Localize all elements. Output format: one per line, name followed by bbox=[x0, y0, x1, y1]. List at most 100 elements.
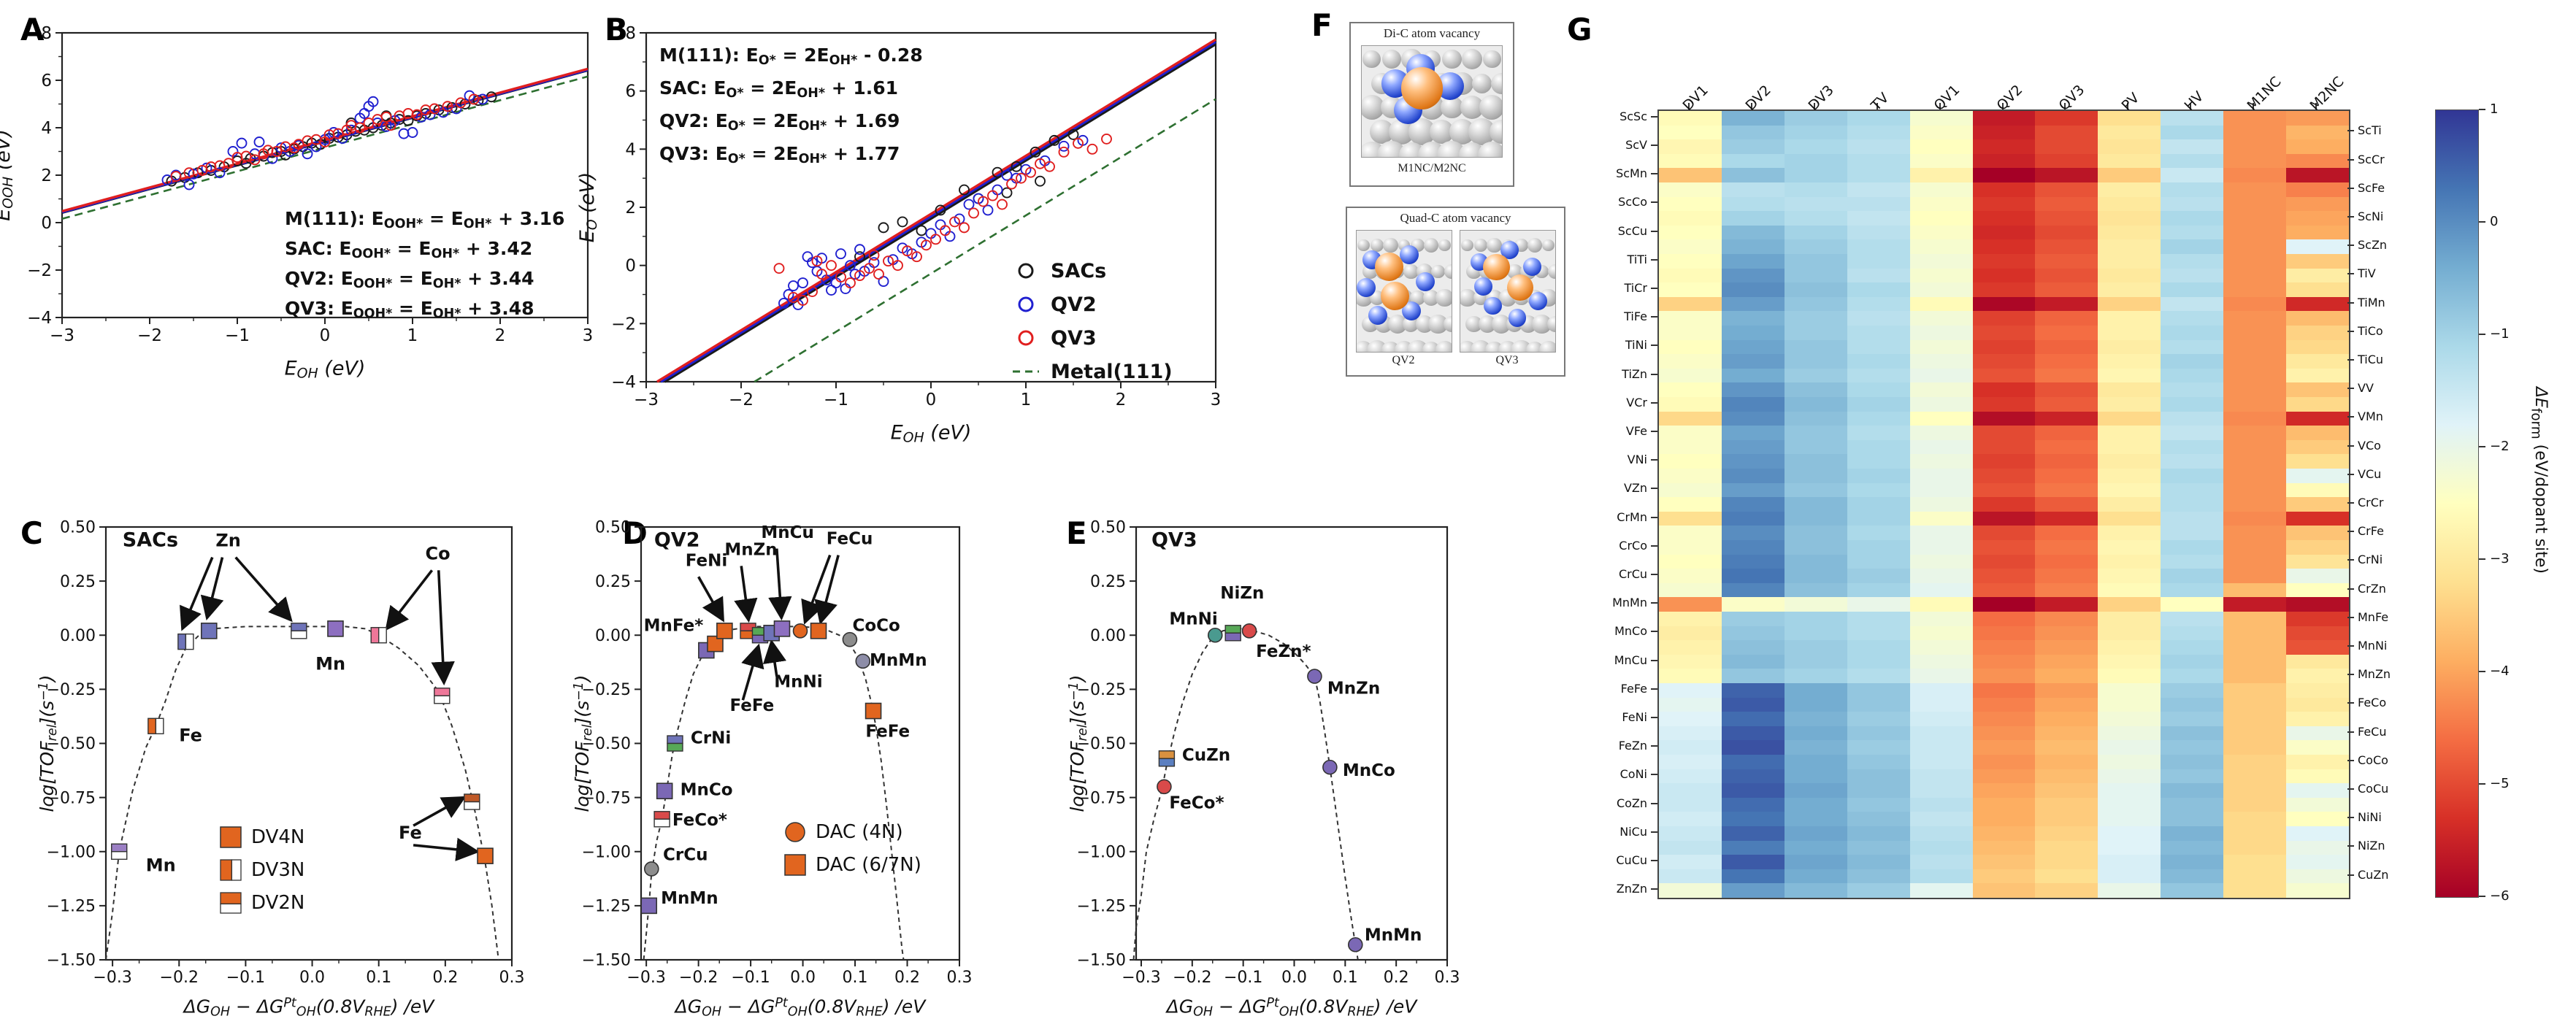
heatmap-cell bbox=[1847, 139, 1910, 154]
svg-text:FeNi: FeNi bbox=[686, 551, 728, 570]
heatmap-col-tick bbox=[1687, 103, 1690, 109]
panel-letter-f: F bbox=[1311, 7, 1333, 43]
svg-text:M(111): EO* = 2EOH* - 0.28: M(111): EO* = 2EOH* - 0.28 bbox=[659, 45, 923, 68]
atom bbox=[1380, 282, 1409, 311]
heatmap-cell bbox=[1909, 411, 1973, 426]
heatmap-row-label: CoZn bbox=[1616, 796, 1647, 810]
heatmap-cell bbox=[1972, 883, 2036, 898]
heatmap-cell bbox=[2223, 669, 2287, 683]
heatmap-row-label: MnFe bbox=[2358, 609, 2389, 624]
heatmap-row-label: VMn bbox=[2358, 409, 2383, 424]
heatmap-cell bbox=[1972, 740, 2036, 755]
heatmap-cell bbox=[1659, 755, 1722, 769]
heatmap-cell bbox=[2286, 211, 2349, 226]
heatmap-cell bbox=[2098, 311, 2161, 326]
heatmap-cell bbox=[2223, 326, 2287, 340]
heatmap-cell bbox=[1847, 497, 1910, 512]
heatmap-cell bbox=[1721, 426, 1785, 440]
heatmap-cell bbox=[1721, 582, 1785, 598]
panel-B: −3 −2 −1 0 1 2 3 −4 −2 0 2 4 6 8 EOH (eV) EO (eV) M(111)… bbox=[576, 24, 1221, 445]
heatmap-cell bbox=[1659, 482, 1722, 498]
heatmap-cell bbox=[1721, 211, 1785, 226]
heatmap-cell bbox=[1659, 683, 1722, 698]
heatmap-cell bbox=[1909, 797, 1973, 812]
heatmap-cell bbox=[2035, 225, 2098, 240]
heatmap-cell bbox=[1784, 168, 1847, 182]
heatmap-cell bbox=[2223, 254, 2287, 269]
heatmap-cell bbox=[2161, 755, 2224, 769]
heatmap-cell bbox=[1784, 511, 1847, 526]
A-axes: −3 −2 −1 0 1 2 3 −4 −2 0 2 4 6 8 bbox=[27, 24, 593, 345]
heatmap-col-tick bbox=[2315, 103, 2318, 109]
heatmap-cell bbox=[1721, 840, 1785, 855]
svg-text:DV4N: DV4N bbox=[251, 826, 304, 848]
heatmap-cell bbox=[1721, 254, 1785, 269]
heatmap-cell bbox=[1847, 411, 1910, 426]
heatmap-row-tick bbox=[2347, 187, 2354, 189]
heatmap-cell bbox=[1847, 111, 1910, 126]
heatmap-cell bbox=[1659, 840, 1722, 855]
heatmap-cell bbox=[1847, 554, 1910, 569]
heatmap-cell bbox=[2286, 883, 2349, 898]
heatmap-cell bbox=[2161, 282, 2224, 297]
heatmap-cell bbox=[1847, 182, 1910, 197]
heatmap-cell bbox=[1972, 654, 2036, 669]
heatmap-row-tick bbox=[1651, 401, 1657, 404]
heatmap-cell bbox=[1972, 182, 2036, 197]
atom bbox=[1431, 264, 1445, 279]
svg-text:6: 6 bbox=[625, 82, 636, 101]
atom bbox=[1483, 296, 1502, 315]
heatmap-cell bbox=[1721, 726, 1785, 741]
atom bbox=[1473, 238, 1488, 253]
colorbar-tick bbox=[2479, 334, 2485, 335]
heatmap-cell bbox=[1721, 326, 1785, 340]
heatmap-cell bbox=[1972, 812, 2036, 826]
heatmap-cell bbox=[1972, 582, 2036, 598]
panel-letter-d: D bbox=[622, 515, 648, 551]
heatmap-cell bbox=[1721, 797, 1785, 812]
heatmap-cell bbox=[2286, 125, 2349, 140]
heatmap-cell bbox=[2223, 111, 2287, 126]
heatmap-cell bbox=[1847, 482, 1910, 498]
heatmap-cell bbox=[1721, 469, 1785, 483]
heatmap-cell bbox=[1784, 282, 1847, 297]
svg-text:−1.50: −1.50 bbox=[47, 952, 96, 970]
svg-text:CrNi: CrNi bbox=[691, 729, 731, 748]
heatmap-cell bbox=[1721, 397, 1785, 412]
heatmap-cell bbox=[1909, 368, 1973, 383]
heatmap-cell bbox=[2035, 354, 2098, 369]
svg-text:FeFe: FeFe bbox=[865, 723, 910, 742]
atom bbox=[1443, 315, 1452, 333]
panel-E: −0.3 −0.2 −0.1 0.0 0.1 0.2 0.3 0.50 0.25 0.00 −0.2… bbox=[1067, 519, 1460, 1020]
f-box-qv2-caption: QV2 bbox=[1392, 354, 1415, 366]
heatmap-cell bbox=[2286, 439, 2349, 455]
heatmap-cell bbox=[2161, 840, 2224, 855]
heatmap-cell bbox=[2035, 597, 2098, 612]
heatmap-cell bbox=[2286, 368, 2349, 383]
heatmap-cell bbox=[1909, 225, 1973, 240]
svg-text:SAC: EO* = 2EOH* + 1.61: SAC: EO* = 2EOH* + 1.61 bbox=[659, 77, 898, 101]
f-box-quad-c: Quad-C atom vacancy QV2 QV3 bbox=[1346, 207, 1565, 377]
heatmap-cell bbox=[1659, 225, 1722, 240]
heatmap-cell bbox=[1721, 339, 1785, 355]
atom bbox=[1357, 278, 1376, 298]
heatmap-cell bbox=[2035, 254, 2098, 269]
heatmap-cell bbox=[1847, 439, 1910, 455]
colorbar-tick bbox=[2479, 783, 2485, 785]
heatmap-cell bbox=[1909, 569, 1973, 583]
heatmap-col-tick bbox=[1939, 103, 1941, 109]
svg-text:DV3N: DV3N bbox=[251, 859, 304, 881]
heatmap-row-tick bbox=[2347, 616, 2354, 618]
heatmap-cell bbox=[1784, 239, 1847, 254]
heatmap-cell bbox=[1659, 397, 1722, 412]
heatmap-row-label: TiCr bbox=[1624, 281, 1647, 295]
heatmap-cell bbox=[2223, 368, 2287, 383]
svg-text:−2: −2 bbox=[137, 326, 162, 345]
heatmap-cell bbox=[2035, 855, 2098, 869]
svg-text:−0.50: −0.50 bbox=[582, 735, 631, 753]
heatmap-cell bbox=[2098, 426, 2161, 440]
heatmap-row-tick bbox=[1651, 201, 1657, 204]
heatmap-row-tick bbox=[1651, 115, 1657, 118]
heatmap-cell bbox=[2098, 382, 2161, 397]
svg-text:QV2: EOOH* = EOH* + 3.44: QV2: EOOH* = EOH* + 3.44 bbox=[285, 268, 534, 291]
